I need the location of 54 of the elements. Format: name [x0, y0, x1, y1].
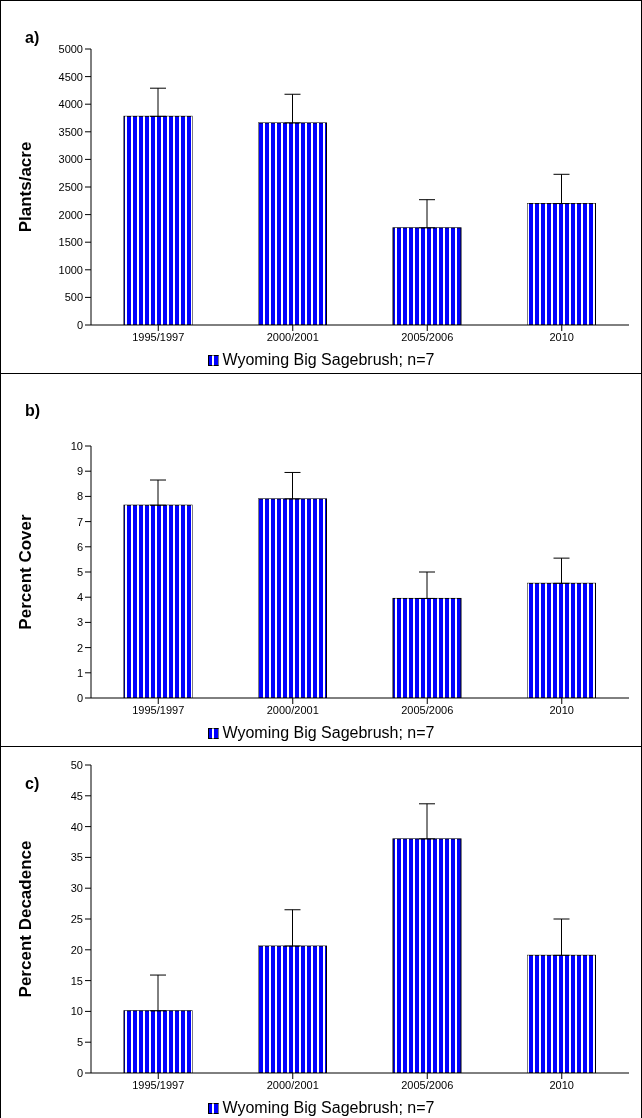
- y-tick-label: 3: [76, 616, 83, 629]
- y-tick-label: 2500: [58, 180, 83, 193]
- x-tick-label: 2005/2006: [401, 330, 454, 343]
- y-tick-label: 25: [70, 912, 83, 925]
- y-tick-label: 3000: [58, 153, 83, 166]
- x-tick-label: 2005/2006: [401, 1078, 454, 1091]
- legend-label: Wyoming Big Sagebrush; n=7: [221, 351, 435, 369]
- y-tick-label: 5: [76, 565, 83, 578]
- y-axis-title: Plants/acre: [16, 141, 36, 233]
- x-tick-label: 1995/1997: [132, 330, 185, 343]
- y-tick-label: 30: [70, 882, 83, 895]
- y-tick-label: 10: [70, 1005, 83, 1018]
- x-tick-label: 2000/2001: [266, 703, 319, 716]
- x-tick-label: 1995/1997: [132, 703, 185, 716]
- y-axis-title: Percent Cover: [16, 513, 36, 630]
- y-tick-label: 4000: [58, 98, 83, 111]
- y-tick-label: 5000: [58, 42, 83, 55]
- y-tick-label: 500: [64, 291, 83, 304]
- y-tick-label: 4: [76, 591, 83, 604]
- y-tick-label: 50: [70, 758, 83, 771]
- y-tick-label: 35: [70, 851, 83, 864]
- y-tick-label: 1500: [58, 236, 83, 249]
- y-tick-label: 2: [76, 641, 83, 654]
- y-tick-label: 4500: [58, 70, 83, 83]
- x-tick-label: 2000/2001: [266, 330, 319, 343]
- y-tick-label: 0: [76, 1066, 83, 1079]
- chart-title: b): [25, 402, 41, 420]
- legend-label: Wyoming Big Sagebrush; n=7: [221, 1099, 435, 1117]
- y-tick-label: 8: [76, 490, 83, 503]
- y-tick-label: 5: [76, 1036, 83, 1049]
- y-tick-label: 3500: [58, 125, 83, 138]
- legend-label: Wyoming Big Sagebrush; n=7: [221, 724, 435, 742]
- x-tick-label: 2005/2006: [401, 703, 454, 716]
- x-tick-label: 2010: [549, 330, 574, 343]
- x-tick-label: 2010: [549, 1078, 574, 1091]
- y-tick-label: 20: [70, 943, 83, 956]
- y-tick-label: 45: [70, 789, 83, 802]
- y-tick-label: 10: [70, 439, 83, 452]
- y-tick-label: 15: [70, 974, 83, 987]
- chart-title: a): [25, 29, 40, 47]
- y-tick-label: 6: [76, 540, 83, 553]
- y-tick-label: 2000: [58, 208, 83, 221]
- y-tick-label: 9: [76, 465, 83, 478]
- y-tick-label: 7: [76, 515, 83, 528]
- y-tick-label: 0: [76, 318, 83, 331]
- y-axis-title: Percent Decadence: [16, 840, 36, 998]
- y-tick-label: 40: [70, 820, 83, 833]
- y-tick-label: 1: [76, 666, 83, 679]
- y-tick-label: 0: [76, 691, 83, 704]
- text: c): [25, 775, 40, 793]
- x-tick-label: 2000/2001: [266, 1078, 319, 1091]
- x-tick-label: 1995/1997: [132, 1078, 185, 1091]
- x-tick-label: 2010: [549, 703, 574, 716]
- y-tick-label: 1000: [58, 263, 83, 276]
